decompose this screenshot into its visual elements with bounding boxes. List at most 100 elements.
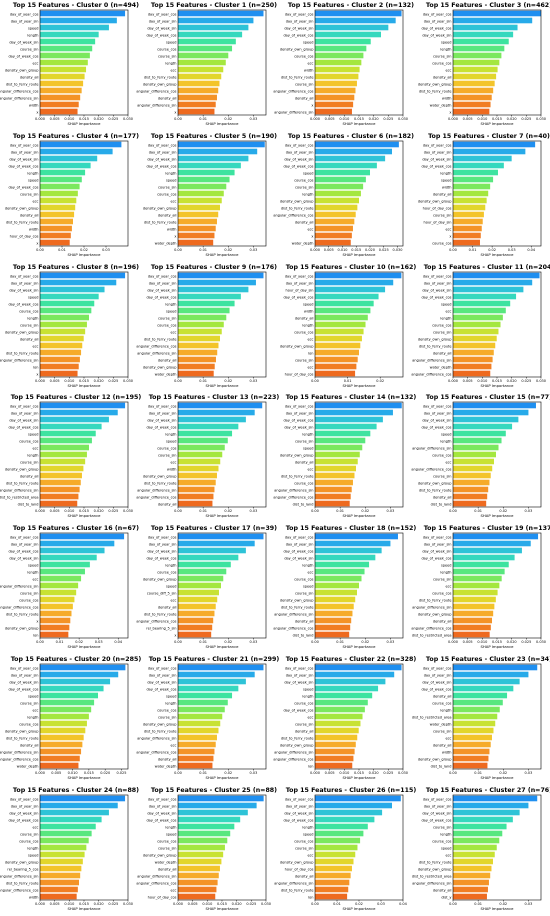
feature-label: day_of_week_sin [422, 157, 451, 161]
bar [177, 802, 257, 809]
bar [315, 685, 379, 692]
bar [177, 80, 219, 87]
bar [177, 349, 217, 355]
bar [315, 540, 391, 547]
x-tick-label: 0.02 [224, 510, 232, 514]
feature-label: ecc [445, 853, 451, 857]
bar [40, 727, 86, 734]
bar [177, 603, 216, 610]
feature-label: length [440, 48, 451, 52]
x-tick-label: 0.00 [449, 771, 457, 775]
bar [452, 568, 505, 575]
feature-label: angular_difference_cos [136, 344, 176, 348]
bar [452, 279, 532, 285]
bar [315, 844, 358, 851]
x-axis-label: SHAP Importance [480, 121, 514, 126]
bar [452, 141, 535, 148]
bar [315, 823, 368, 830]
feature-label: length [165, 702, 176, 706]
bar [177, 24, 248, 31]
feature-label: day_of_week_cos [283, 550, 313, 554]
feature-label: length [165, 62, 176, 66]
bar [452, 893, 487, 900]
bar [452, 589, 498, 596]
feature-label: speed [303, 688, 314, 692]
feature-label: x [174, 634, 176, 638]
bar [452, 314, 503, 320]
x-tick-label: 0.02 [499, 510, 507, 514]
feature-label: speed [440, 564, 451, 568]
bar [452, 858, 493, 865]
bar [452, 692, 507, 699]
bar [40, 87, 82, 94]
bar [315, 603, 354, 610]
x-axis-label: SHAP Importance [205, 513, 239, 518]
feature-label: course_sin [433, 330, 451, 334]
bar [452, 370, 490, 376]
bar [452, 17, 532, 24]
feature-label: ecc [308, 571, 314, 575]
bar [177, 575, 223, 582]
feature-label: day_of_week_sin [422, 419, 451, 423]
feature-label: day_of_week_sin [9, 41, 38, 45]
bar [452, 211, 484, 218]
bar [40, 547, 105, 554]
feature-label: course_cos [432, 839, 451, 843]
feature-label: day_of_week_cos [8, 818, 38, 822]
feature-label: day_of_year_sin [286, 674, 314, 678]
feature-label: dist_to_ferry_route [418, 344, 451, 348]
feature-label: course_cos [157, 571, 176, 575]
feature-label: day_of_year_cos [147, 405, 176, 409]
bar [177, 218, 217, 225]
bar [40, 610, 72, 617]
feature-label: day_of_year_cos [285, 667, 314, 671]
bar [452, 183, 490, 190]
chart-title: Top 15 Features - Cluster 2 (n=132) [288, 2, 414, 9]
bar [315, 431, 371, 437]
bar [315, 858, 354, 865]
feature-label: x [311, 234, 313, 238]
bar [315, 38, 371, 45]
bar [452, 239, 480, 246]
bar [315, 148, 392, 155]
bar [315, 342, 361, 348]
feature-label: dist_to_ferry_route [6, 881, 39, 885]
chart-title: Top 15 Features - Cluster 19 (n=137) [423, 525, 550, 532]
bar [315, 445, 363, 451]
bar [452, 176, 493, 183]
x-tick-label: 0.020 [369, 771, 379, 775]
chart-title: Top 15 Features - Cluster 25 (n=88) [150, 787, 276, 794]
bar [452, 671, 528, 678]
bar [315, 10, 402, 17]
bar [40, 741, 83, 748]
chart-panel-14: Top 15 Features - Cluster 14 (n=132) day_… [273, 394, 416, 518]
feature-label: density_own_group [417, 867, 451, 871]
x-tick-label: 0.005 [50, 379, 60, 383]
bar [452, 699, 503, 706]
feature-label: angular_difference_sin [137, 104, 176, 108]
feature-label: width [29, 104, 39, 108]
bar [177, 38, 236, 45]
feature-label: density_all [157, 358, 176, 362]
bar [452, 603, 494, 610]
feature-label: day_of_year_sin [11, 804, 39, 808]
feature-label: density_own_group [280, 744, 314, 748]
bar [177, 87, 218, 94]
bar [315, 692, 373, 699]
chart-panel-10: Top 15 Features - Cluster 10 (n=162) day_… [280, 264, 416, 388]
feature-label: course_cos [157, 48, 176, 52]
bar [452, 844, 497, 851]
feature-label: density_own_group [417, 482, 451, 486]
feature-label: day_of_week_cos [8, 550, 38, 554]
x-tick-label: 0.015 [354, 117, 364, 121]
bar [177, 631, 211, 638]
feature-label: day_of_week_sin [9, 288, 38, 292]
chart-title: Top 15 Features - Cluster 6 (n=182) [288, 133, 414, 140]
bar [315, 755, 354, 762]
bar [315, 162, 377, 169]
bar [40, 748, 82, 755]
feature-label: length [440, 171, 451, 175]
feature-label: speed [440, 41, 451, 45]
bar [40, 162, 91, 169]
chart-panel-12: Top 15 Features - Cluster 12 (n=195) day_… [0, 394, 141, 518]
